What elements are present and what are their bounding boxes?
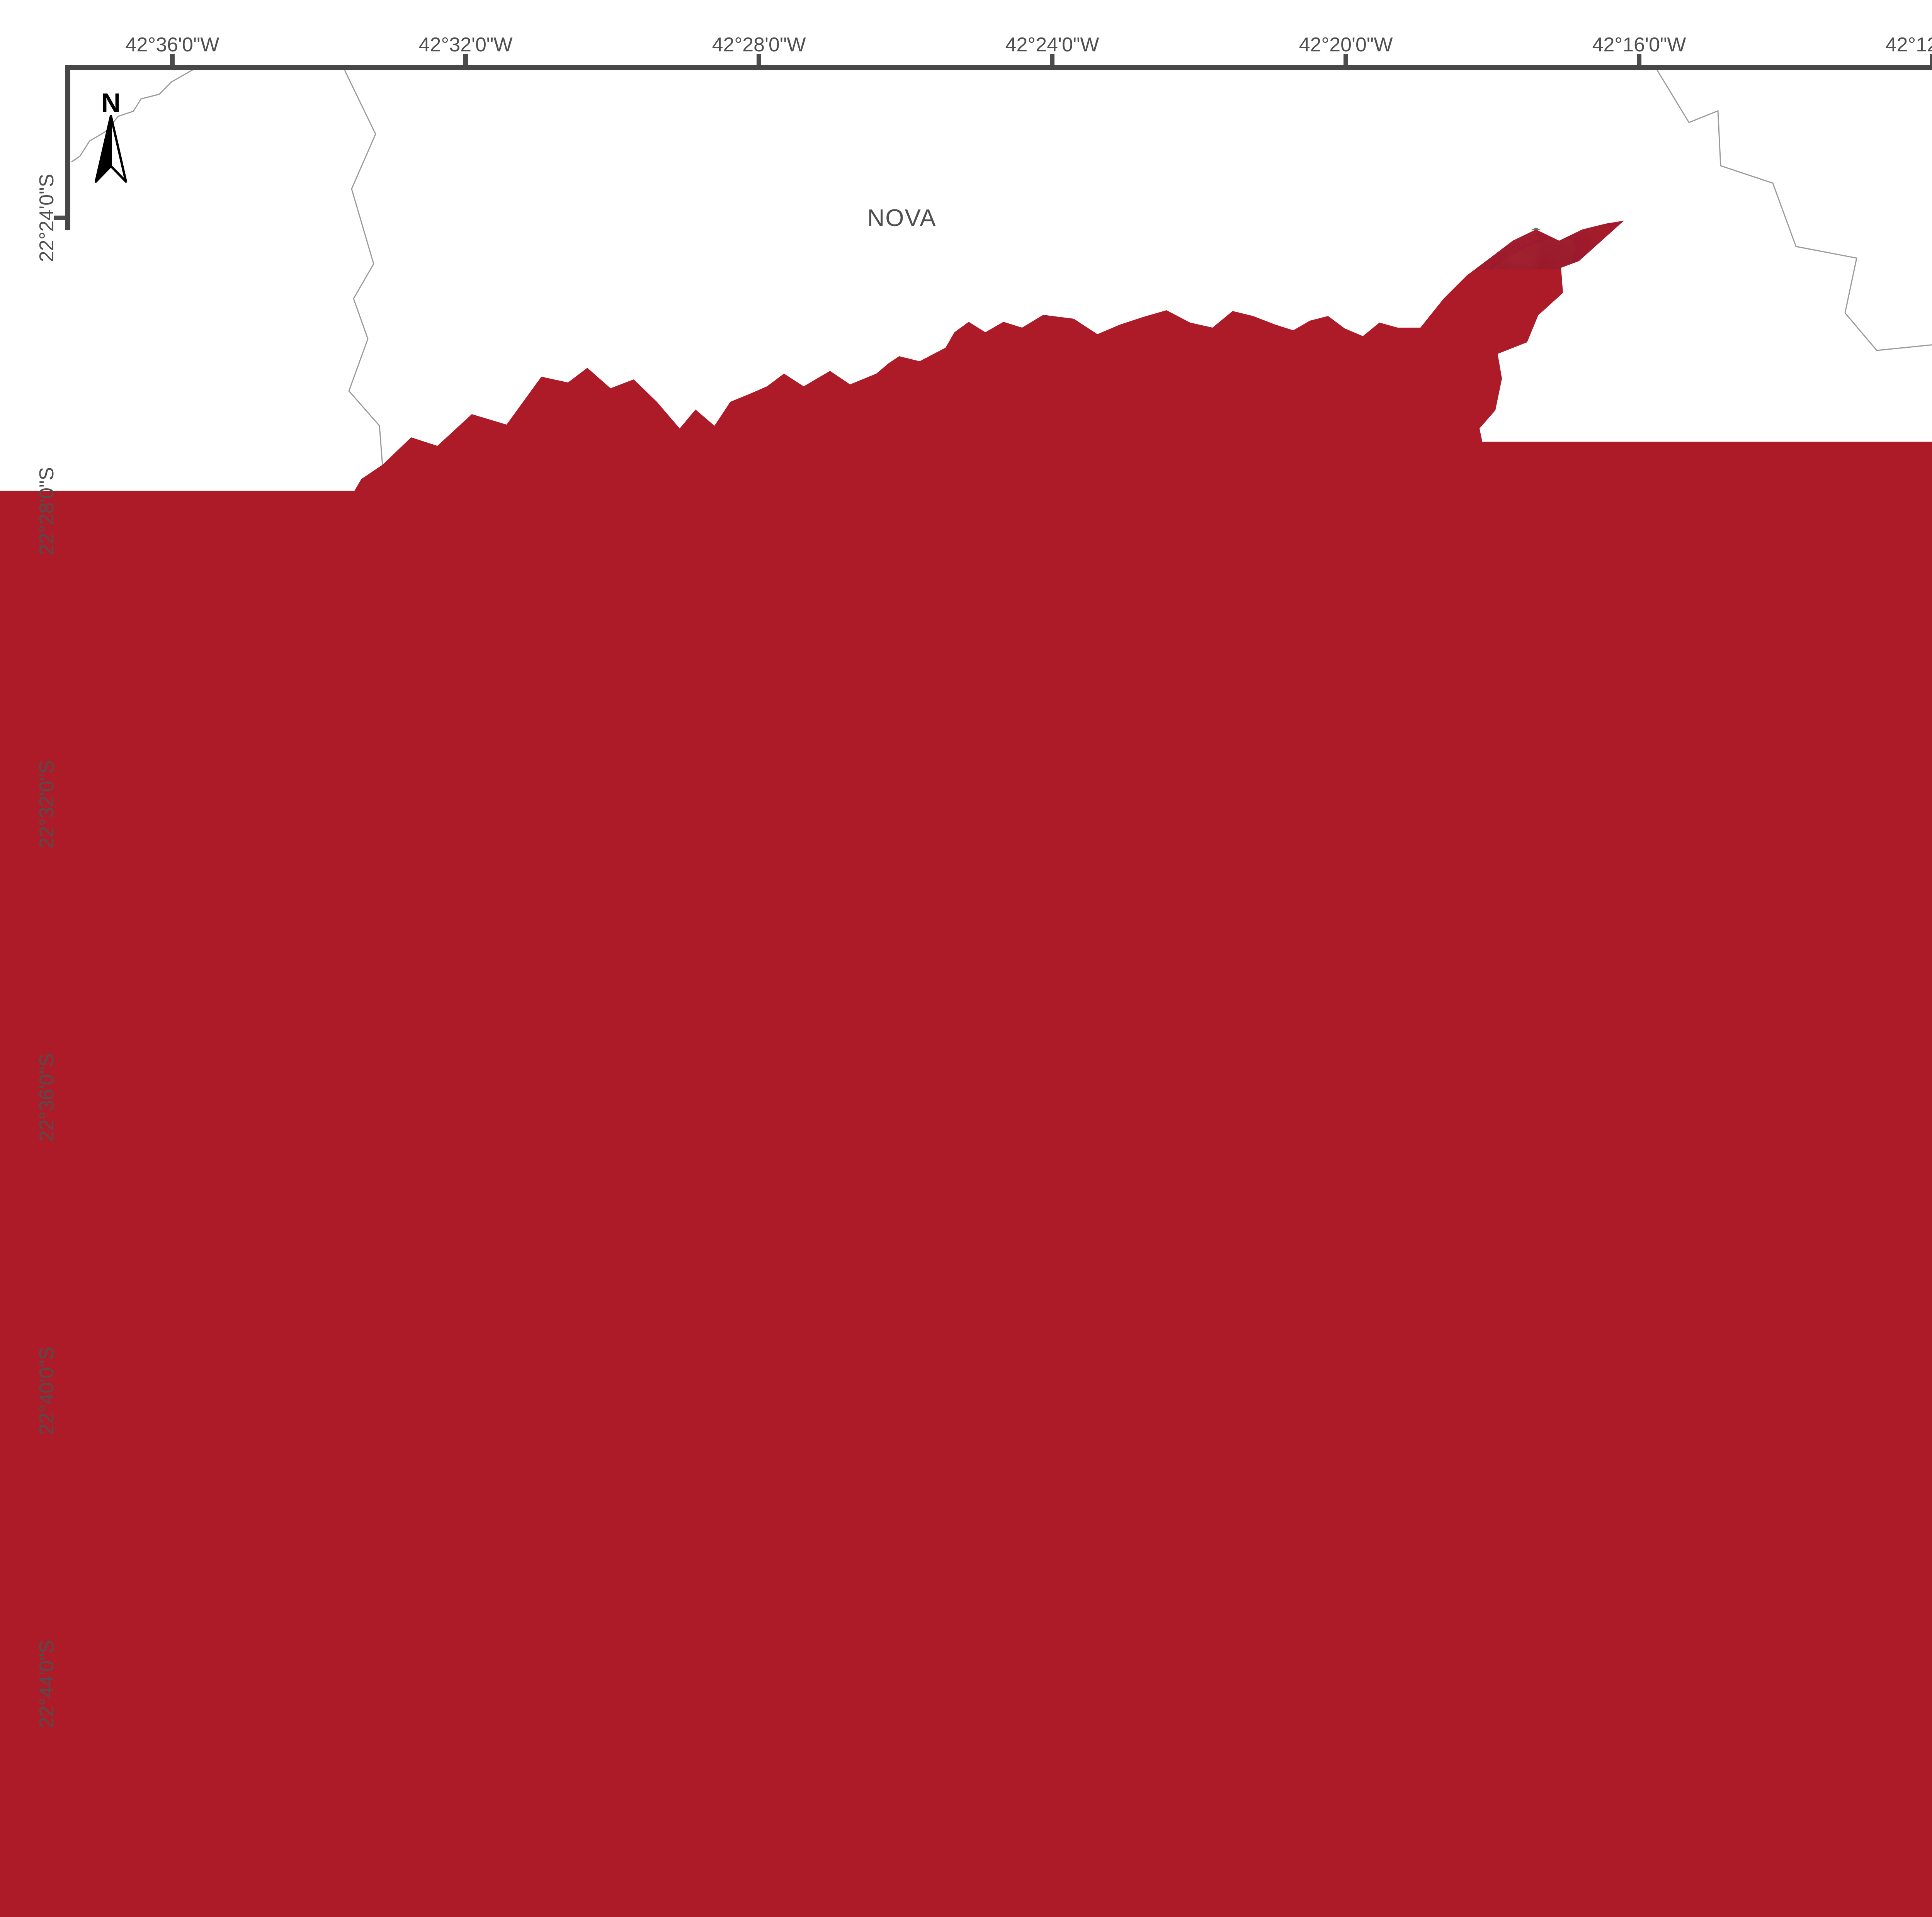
svg-text:42°28'0"W: 42°28'0"W [712,34,806,56]
svg-text:DA ALDEIA: DA ALDEIA [1929,1766,1932,1793]
svg-text:22°44'0"S: 22°44'0"S [36,1640,58,1728]
svg-text:6: 6 [328,1766,342,1794]
svg-text:DE MACACU: DE MACACU [153,483,304,510]
svg-text:CASIMIRO: CASIMIRO [1745,463,1870,489]
svg-text:22°40'0"S: 22°40'0"S [36,1347,58,1435]
svg-text:42°24'0"W: 42°24'0"W [1005,34,1099,56]
svg-text:BONITO: BONITO [337,1596,433,1622]
svg-text:DE ABREU: DE ABREU [1743,493,1871,520]
svg-text:ARARUAMA: ARARUAMA [1611,1439,1752,1466]
svg-text:42°16'0"W: 42°16'0"W [1592,34,1686,56]
svg-text:42°20'0"W: 42°20'0"W [1299,34,1393,56]
svg-text:22°28'0"S: 22°28'0"S [36,467,58,555]
svg-text:42°36'0"W: 42°36'0"W [126,1869,219,1891]
svg-text:42°20'0"W: 42°20'0"W [1299,1869,1393,1891]
svg-text:MACAÉ: MACAÉ [1930,191,1932,218]
svg-text:12 km: 12 km [561,1766,629,1794]
svg-text:3: 3 [213,1766,226,1794]
svg-text:22°32'0"S: 22°32'0"S [36,760,58,848]
svg-text:42°28'0"W: 42°28'0"W [712,1869,806,1891]
svg-text:42°32'0"W: 42°32'0"W [419,1869,513,1891]
svg-text:42°24'0"W: 42°24'0"W [1005,1869,1099,1891]
svg-text:N: N [101,88,121,118]
svg-text:RIO: RIO [364,1563,408,1589]
svg-text:0: 0 [89,1766,103,1794]
svg-text:22°24'0"S: 22°24'0"S [36,174,58,262]
svg-text:22°36'0"S: 22°36'0"S [36,1054,58,1142]
svg-text:SÃO PEDRO: SÃO PEDRO [1920,1733,1932,1760]
svg-text:NOVA: NOVA [867,205,936,231]
svg-text:42°12'0"W: 42°12'0"W [1886,34,1932,56]
svg-text:CACHOEIRAS: CACHOEIRAS [146,452,313,479]
svg-text:42°32'0"W: 42°32'0"W [419,34,513,56]
svg-text:42°12'0"W: 42°12'0"W [1886,1869,1932,1891]
svg-text:42°16'0"W: 42°16'0"W [1592,1869,1686,1891]
svg-text:FRIBURGO: FRIBURGO [836,235,969,262]
svg-text:42°36'0"W: 42°36'0"W [126,34,219,56]
